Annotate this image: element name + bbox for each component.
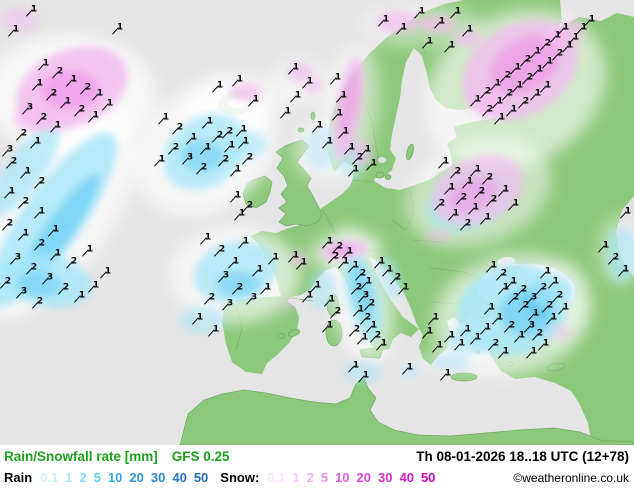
weather-map-graphic [0, 0, 634, 445]
legend-value: 1 [65, 470, 73, 485]
island-cyprus [546, 362, 566, 372]
legend-value: 50 [420, 470, 436, 485]
legend-value: 0.1 [40, 470, 59, 485]
legend-snow-scale: 0.1 1 2 5 10 20 30 40 50 [267, 470, 435, 485]
legend-value: 10 [335, 470, 350, 485]
map-title: Rain/Snowfall rate [mm] [4, 449, 158, 464]
map-title-group: Rain/Snowfall rate [mm] GFS 0.25 [4, 448, 230, 466]
island-ibiza [277, 333, 285, 339]
island-crete [450, 372, 478, 382]
island-mallorca [287, 329, 301, 337]
legend-row: Rain 0.1 1 2 5 10 20 30 40 50 Snow: 0.1 1 2 5 10 20 30… [0, 466, 634, 485]
island-funen [384, 174, 392, 180]
caption-bar: Rain/Snowfall rate [mm] GFS 0.25 Th 08-01… [0, 445, 634, 490]
island-zealand [375, 171, 385, 179]
legend-rain-scale: 0.1 1 2 5 10 20 30 40 50 [40, 470, 208, 485]
legend-value: 5 [320, 470, 329, 485]
legend-value: 2 [79, 470, 87, 485]
legend-value: 0.1 [267, 470, 286, 485]
island-gotland [406, 143, 414, 161]
copyright: ©weatheronline.co.uk [513, 471, 629, 485]
valid-datetime: Th 08-01-2026 18..18 UTC (12+78) [416, 449, 629, 464]
legend-value: 5 [93, 470, 101, 485]
legend-snow-label: Snow: [220, 470, 260, 485]
landmass-north-africa [179, 377, 634, 445]
legend-value: 20 [356, 470, 372, 485]
snow-layer [2, 8, 585, 340]
legend-value: 40 [399, 470, 414, 485]
legend-value: 30 [378, 470, 393, 485]
rain-layer [0, 114, 634, 382]
legend-value: 50 [193, 470, 209, 485]
legend-value: 2 [306, 470, 314, 485]
legend-rain-label: Rain [4, 470, 33, 485]
caption-row-1: Rain/Snowfall rate [mm] GFS 0.25 Th 08-01… [0, 445, 634, 466]
model-name: GFS 0.25 [171, 449, 230, 464]
legend-value: 30 [150, 470, 166, 485]
legend-value: 20 [129, 470, 144, 485]
legend-value: 10 [107, 470, 123, 485]
island-shetland [310, 111, 316, 121]
legend-value: 40 [172, 470, 187, 485]
lake-vanern [378, 157, 386, 163]
legend-value: 1 [292, 470, 300, 485]
